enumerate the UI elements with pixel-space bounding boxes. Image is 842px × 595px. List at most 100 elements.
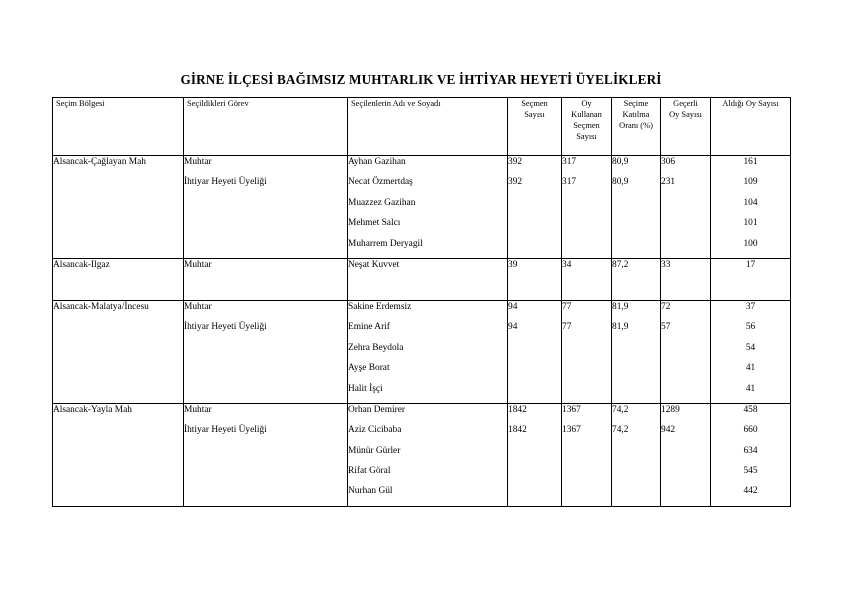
column-header-secim-bolgesi: Seçim Bölgesi [52,97,184,156]
cell-secildikleri-gorev: Muhtar İhtiyar Heyeti Üyeliği [183,155,348,259]
cell-line: 306 [661,157,676,167]
cell-line: 37 [745,301,756,312]
cell-line [612,238,660,258]
cell-line: 17 [745,259,756,270]
cell-line [508,383,561,403]
cell-line: Emine Arif [348,322,390,333]
cell-line: 1367 [562,404,581,415]
cell-line: Münür Gürler [348,445,401,456]
cell-line: 634 [743,445,758,456]
cell-line [562,383,611,403]
cell-line [661,197,710,217]
cell-line: Muhtar [184,259,212,270]
cell-secime-katilma-orani: 74,2 74,2 [611,402,661,507]
cell-line: Aziz Cicibaba [348,425,402,436]
cell-oy-kullanan-secmen-sayisi: 1367 1367 [561,402,612,507]
cell-oy-kullanan-secmen-sayisi: 34 [561,257,612,301]
table-row: Alsancak-Ilgaz Muhtar Neşat Kuvvet 39 34 87,2… [52,257,791,301]
cell-line [612,445,660,465]
cell-line [562,445,611,465]
cell-line: 101 [743,218,758,229]
cell-line [562,217,611,237]
cell-line: İhtiyar Heyeti Üyeliği [184,322,267,333]
cell-line [508,445,561,465]
cell-line [612,342,660,362]
cell-line [562,238,611,258]
cell-aldigi-oy-sayisi: 161 109 104 101 100 [710,155,791,259]
cell-line [508,485,561,505]
cell-ad-soyad: Ayhan Gazihan Necat Özmertdaş Muazzez Gazi… [347,155,508,259]
cell-line [612,465,660,485]
cell-line [661,217,710,237]
cell-secim-bolgesi: Alsancak-Çağlayan Mah [52,155,184,259]
cell-line [612,383,660,403]
cell-gecerli-oy-sayisi: 72 57 [660,299,711,404]
cell-line [184,197,347,217]
cell-line: Muhtar [184,157,212,167]
cell-line [184,342,347,362]
cell-line: Ayşe Borat [348,363,390,374]
cell-line: 545 [743,466,758,477]
cell-line: 1842 [508,404,527,415]
cell-line [562,197,611,217]
cell-line [562,362,611,382]
cell-line: 94 [508,301,518,312]
cell-secim-bolgesi: Alsancak-Yayla Mah [52,402,184,507]
cell-line: 41 [745,383,756,394]
cell-secmen-sayisi: 392 392 [507,155,562,259]
cell-line: 39 [508,259,518,270]
cell-secim-bolgesi: Alsancak-Ilgaz [52,257,184,301]
secim-bolgesi-label: Alsancak-Ilgaz [53,259,110,270]
cell-line [508,238,561,258]
cell-line: 74,2 [612,404,629,415]
cell-line [661,485,710,505]
cell-secime-katilma-orani: 80,9 80,9 [611,155,661,259]
cell-line: 77 [562,322,572,333]
cell-secim-bolgesi: Alsancak-Malatya/İncesu [52,299,184,404]
cell-line: 392 [508,157,523,167]
cell-oy-kullanan-secmen-sayisi: 317 317 [561,155,612,259]
column-header-gecerli-oy-sayisi: Geçerli Oy Sayısı [660,97,711,156]
cell-line [184,485,347,505]
cell-line: 81,9 [612,322,629,333]
cell-line: Halit İşçi [348,383,383,394]
cell-line: 94 [508,322,518,333]
cell-line: 392 [508,177,523,188]
cell-line: 104 [743,197,758,208]
cell-line: İhtiyar Heyeti Üyeliği [184,425,267,436]
cell-gecerli-oy-sayisi: 1289 942 [660,402,711,507]
cell-line [661,383,710,403]
cell-line [508,362,561,382]
cell-line: 72 [661,301,671,312]
table-body: Alsancak-Çağlayan Mah Muhtar İhtiyar Heyet… [52,155,791,507]
cell-secildikleri-gorev: Muhtar İhtiyar Heyeti Üyeliği [183,402,348,507]
cell-secmen-sayisi: 39 [507,257,562,301]
cell-line: Neşat Kuvvet [348,259,400,270]
cell-line: 100 [743,238,758,249]
cell-aldigi-oy-sayisi: 458 660 634 545 442 [710,402,791,507]
cell-ad-soyad: Orhan Demirer Aziz Cicibaba Münür Gürler Ri… [347,402,508,507]
table-header: Seçim Bölgesi Seçildikleri Görev Seçilen… [52,97,791,156]
cell-ad-soyad: Sakine Erdemsiz Emine Arif Zehra Beydola Ay… [347,299,508,404]
results-table-container: Seçim Bölgesi Seçildikleri Görev Seçilen… [52,97,791,507]
cell-line [661,445,710,465]
cell-line [612,485,660,505]
secim-bolgesi-label: Alsancak-Malatya/İncesu [53,301,149,312]
cell-line [184,383,347,403]
cell-line [661,342,710,362]
cell-line: 41 [745,363,756,374]
column-header-secildikleri-gorev: Seçildikleri Görev [183,97,348,156]
cell-line: Ayhan Gazihan [348,157,406,167]
cell-line [562,342,611,362]
cell-line [508,465,561,485]
cell-line [184,445,347,465]
cell-line: 161 [743,157,758,167]
cell-line [184,465,347,485]
cell-line: 81,9 [612,301,629,312]
cell-line: 317 [562,177,577,188]
cell-line: 1367 [562,425,581,436]
cell-line: Orhan Demirer [348,404,406,415]
cell-secmen-sayisi: 94 94 [507,299,562,404]
cell-line: 109 [743,177,758,188]
